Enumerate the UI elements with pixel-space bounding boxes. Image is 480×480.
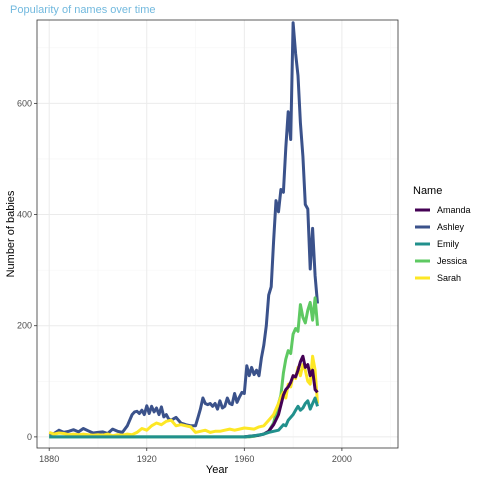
grid [37, 20, 398, 448]
series-line-emily [49, 396, 319, 439]
legend-label-emily: Emily [437, 239, 459, 249]
legend-label-jessica: Jessica [437, 256, 467, 266]
legend: Name Amanda Ashley Emily Jessica Sarah [413, 185, 471, 283]
x-tick-label: 1920 [137, 454, 157, 464]
x-axis-title: Year [206, 464, 229, 476]
series-line-ashley [49, 21, 319, 436]
x-tick-label: 1960 [234, 454, 254, 464]
y-tick-label: 600 [17, 98, 32, 108]
x-tick-label: 2000 [332, 454, 352, 464]
legend-title: Name [413, 185, 442, 197]
x-tick-label: 1880 [39, 454, 59, 464]
axis-ticks: 1880 1920 1960 2000 0 200 400 600 [17, 98, 352, 464]
y-tick-label: 400 [17, 210, 32, 220]
legend-label-sarah: Sarah [437, 273, 461, 283]
chart-title: Popularity of names over time [10, 4, 156, 16]
legend-label-ashley: Ashley [437, 222, 465, 232]
series-line-sarah [48, 354, 319, 438]
y-tick-label: 200 [17, 321, 32, 331]
y-tick-label: 0 [27, 432, 32, 442]
legend-label-amanda: Amanda [437, 205, 471, 215]
series-lines [48, 21, 319, 439]
y-axis-title: Number of babies [5, 190, 17, 277]
panel-border [36, 19, 399, 449]
